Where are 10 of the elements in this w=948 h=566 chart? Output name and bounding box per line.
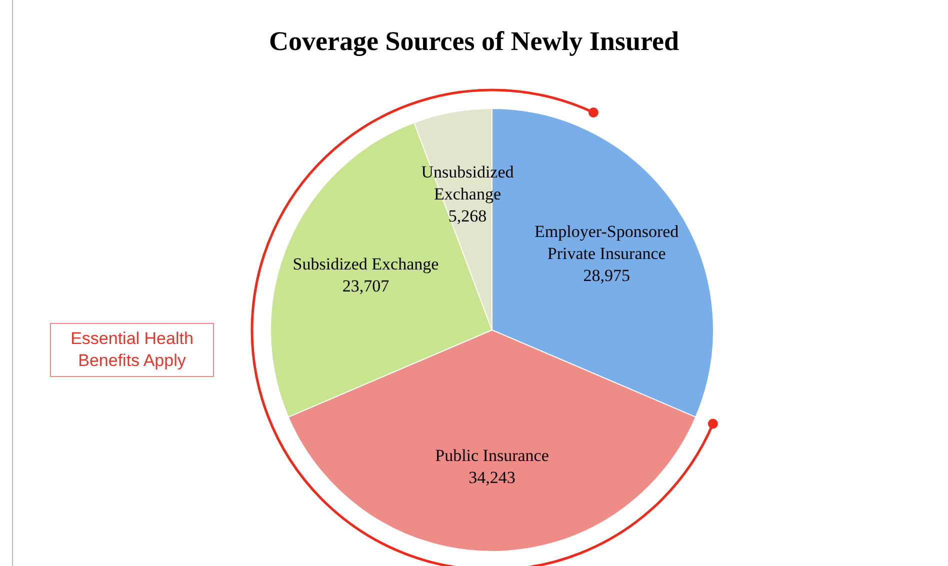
slice-label: Unsubsidized Exchange bbox=[421, 162, 514, 204]
slice-label: Subsidized Exchange bbox=[292, 254, 439, 274]
data-label: 23,707 bbox=[342, 276, 390, 296]
data-label: 34,243 bbox=[468, 468, 516, 487]
text: Essential Health Benefits Apply bbox=[50, 323, 214, 377]
data-label: 5,268 bbox=[448, 206, 487, 226]
data-label: 28,975 bbox=[583, 266, 630, 285]
chart-title: Coverage Sources of Newly Insured bbox=[268, 26, 680, 57]
slice-label: Employer-Sponsored Private Insurance bbox=[534, 222, 680, 263]
slice-label: Public Insurance bbox=[435, 446, 549, 465]
